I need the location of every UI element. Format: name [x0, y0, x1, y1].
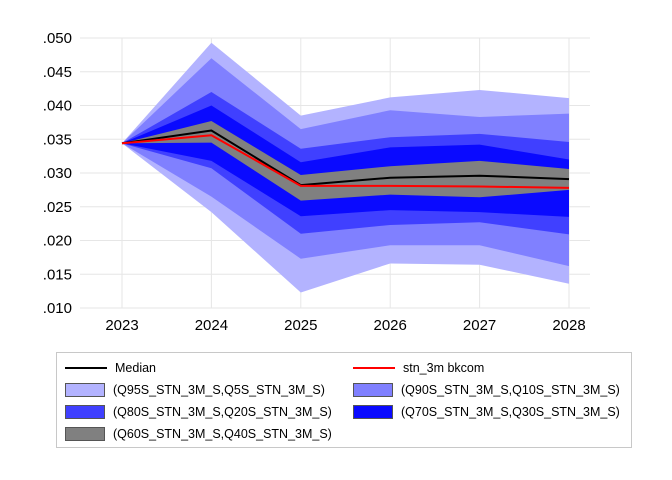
x-tick-label: 2025: [284, 317, 317, 334]
legend-item-band-q80-q20: (Q80S_STN_3M_S,Q20S_STN_3M_S): [65, 402, 332, 422]
x-tick-label: 2027: [463, 317, 496, 334]
legend-line-stn-3m-bkcom: [353, 367, 395, 369]
stn-3m-bkcom-line: [121, 134, 570, 189]
legend-label-q95-q5: (Q95S_STN_3M_S,Q5S_STN_3M_S): [113, 383, 325, 397]
fan-chart: .010 .015 .020 .025 .030 .035 .040 .045 .050 202…: [43, 30, 590, 334]
y-tick-label: .030: [43, 165, 72, 182]
y-tick-label: .040: [43, 98, 72, 115]
band-4: [122, 121, 569, 201]
legend-label-q60-q40: (Q60S_STN_3M_S,Q40S_STN_3M_S): [113, 427, 332, 441]
y-tick-label: .035: [43, 131, 72, 148]
legend-label-q70-q30: (Q70S_STN_3M_S,Q30S_STN_3M_S): [401, 405, 620, 419]
x-tick-label: 2026: [374, 317, 407, 334]
legend-swatch-q90-q10: [353, 383, 393, 397]
median-line: [121, 129, 570, 187]
legend-label-median: Median: [115, 361, 156, 375]
x-axis-ticks: 2023 2024 2025 2026 2027 2028: [105, 317, 585, 334]
legend: Median stn_3m bkcom (Q95S_STN_3M_S,Q5S_S…: [56, 352, 632, 448]
legend-swatch-q80-q20: [65, 405, 105, 419]
y-tick-label: .045: [43, 64, 72, 81]
legend-item-band-q70-q30: (Q70S_STN_3M_S,Q30S_STN_3M_S): [353, 402, 620, 422]
legend-item-stn-3m-bkcom: stn_3m bkcom: [353, 358, 484, 378]
y-tick-label: .050: [43, 30, 72, 47]
legend-item-band-q60-q40: (Q60S_STN_3M_S,Q40S_STN_3M_S): [65, 424, 332, 444]
y-tick-label: .020: [43, 233, 72, 250]
legend-line-median: [65, 367, 107, 369]
legend-item-median: Median: [65, 358, 156, 378]
legend-swatch-q95-q5: [65, 383, 105, 397]
legend-label-stn-3m-bkcom: stn_3m bkcom: [403, 361, 485, 375]
legend-swatch-q60-q40: [65, 427, 105, 441]
legend-label-q80-q20: (Q80S_STN_3M_S,Q20S_STN_3M_S): [113, 405, 332, 419]
legend-label-q90-q10: (Q90S_STN_3M_S,Q10S_STN_3M_S): [401, 383, 620, 397]
x-tick-label: 2023: [105, 317, 138, 334]
y-tick-label: .025: [43, 199, 72, 216]
legend-item-band-q95-q5: (Q95S_STN_3M_S,Q5S_STN_3M_S): [65, 380, 325, 400]
legend-swatch-q70-q30: [353, 405, 393, 419]
y-tick-label: .010: [43, 300, 72, 317]
y-tick-label: .015: [43, 266, 72, 283]
quantile-bands: [122, 42, 569, 293]
series-lines: [121, 129, 570, 189]
x-tick-label: 2028: [552, 317, 585, 334]
x-tick-label: 2024: [195, 317, 228, 334]
y-axis-ticks: .010 .015 .020 .025 .030 .035 .040 .045 .050: [43, 30, 72, 317]
legend-item-band-q90-q10: (Q90S_STN_3M_S,Q10S_STN_3M_S): [353, 380, 620, 400]
